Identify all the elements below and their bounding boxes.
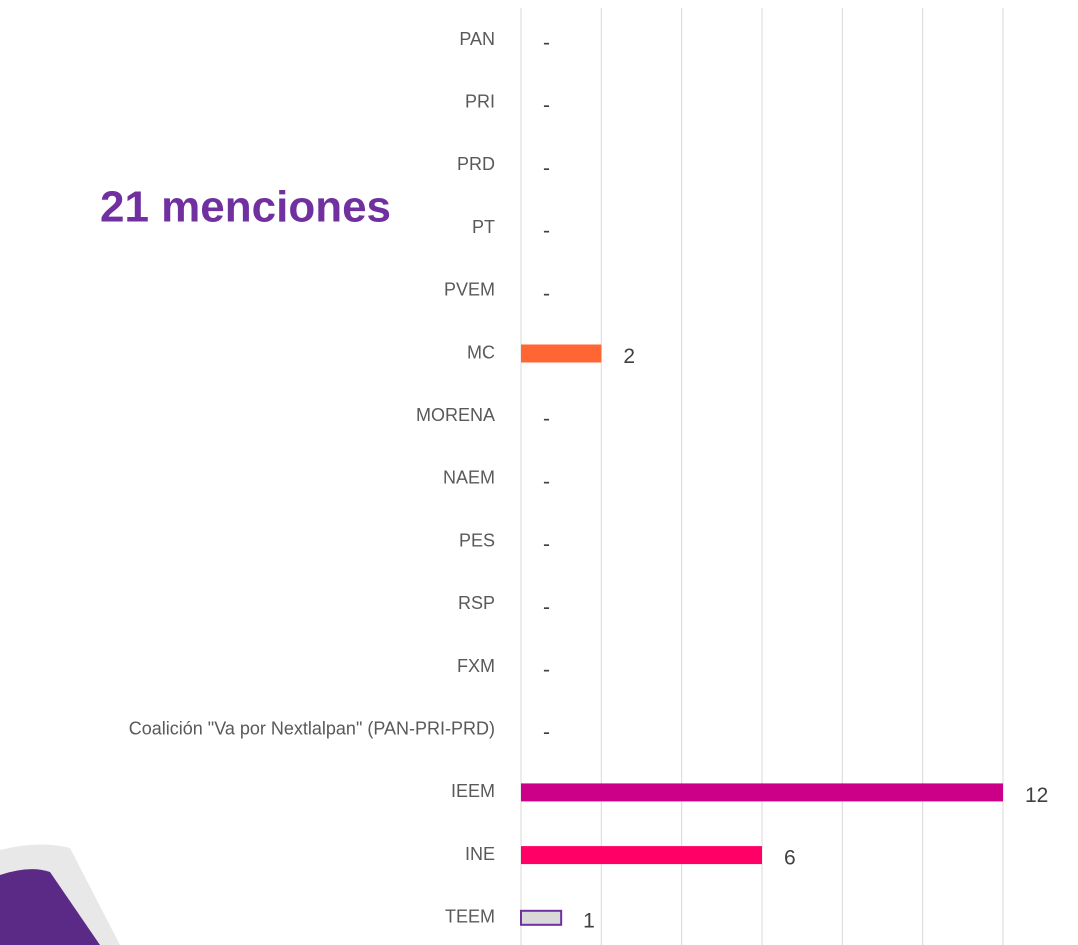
chart: 21 menciones PAN - PRI - PRD - PT - PVEM - MC 2 MORE… [0, 0, 1078, 945]
value-label: 12 [1025, 784, 1048, 807]
category-label: Coalición "Va por Nextlalpan" (PAN-PRI-P… [129, 718, 495, 738]
category-label: RSP [458, 593, 495, 613]
value-label: - [543, 596, 550, 619]
value-label: - [543, 157, 550, 180]
category-label: PRD [457, 154, 495, 174]
category-label: IEEM [451, 781, 495, 801]
value-label: - [543, 408, 550, 431]
category-label: PAN [459, 29, 495, 49]
category-label: NAEM [443, 468, 495, 488]
value-label: - [543, 282, 550, 305]
bar [521, 345, 601, 363]
value-label: 1 [583, 909, 595, 932]
category-label: INE [465, 844, 495, 864]
value-label: - [543, 721, 550, 744]
value-label: 6 [784, 847, 796, 870]
category-label: PRI [465, 91, 495, 111]
value-label: 2 [623, 345, 635, 368]
value-label: - [543, 470, 550, 493]
value-label: - [543, 533, 550, 556]
category-label: MC [467, 342, 495, 362]
bar [521, 783, 1003, 801]
category-label: PT [472, 217, 495, 237]
category-label: PES [459, 530, 495, 550]
value-label: - [543, 659, 550, 682]
bar [521, 846, 762, 864]
category-label: PVEM [444, 280, 495, 300]
value-label: - [543, 220, 550, 243]
chart-title: 21 menciones [100, 183, 391, 232]
bar [521, 911, 561, 925]
category-label: FXM [457, 656, 495, 676]
category-label: MORENA [416, 405, 495, 425]
value-label: - [543, 32, 550, 55]
category-label: TEEM [445, 907, 495, 927]
value-label: - [543, 94, 550, 117]
